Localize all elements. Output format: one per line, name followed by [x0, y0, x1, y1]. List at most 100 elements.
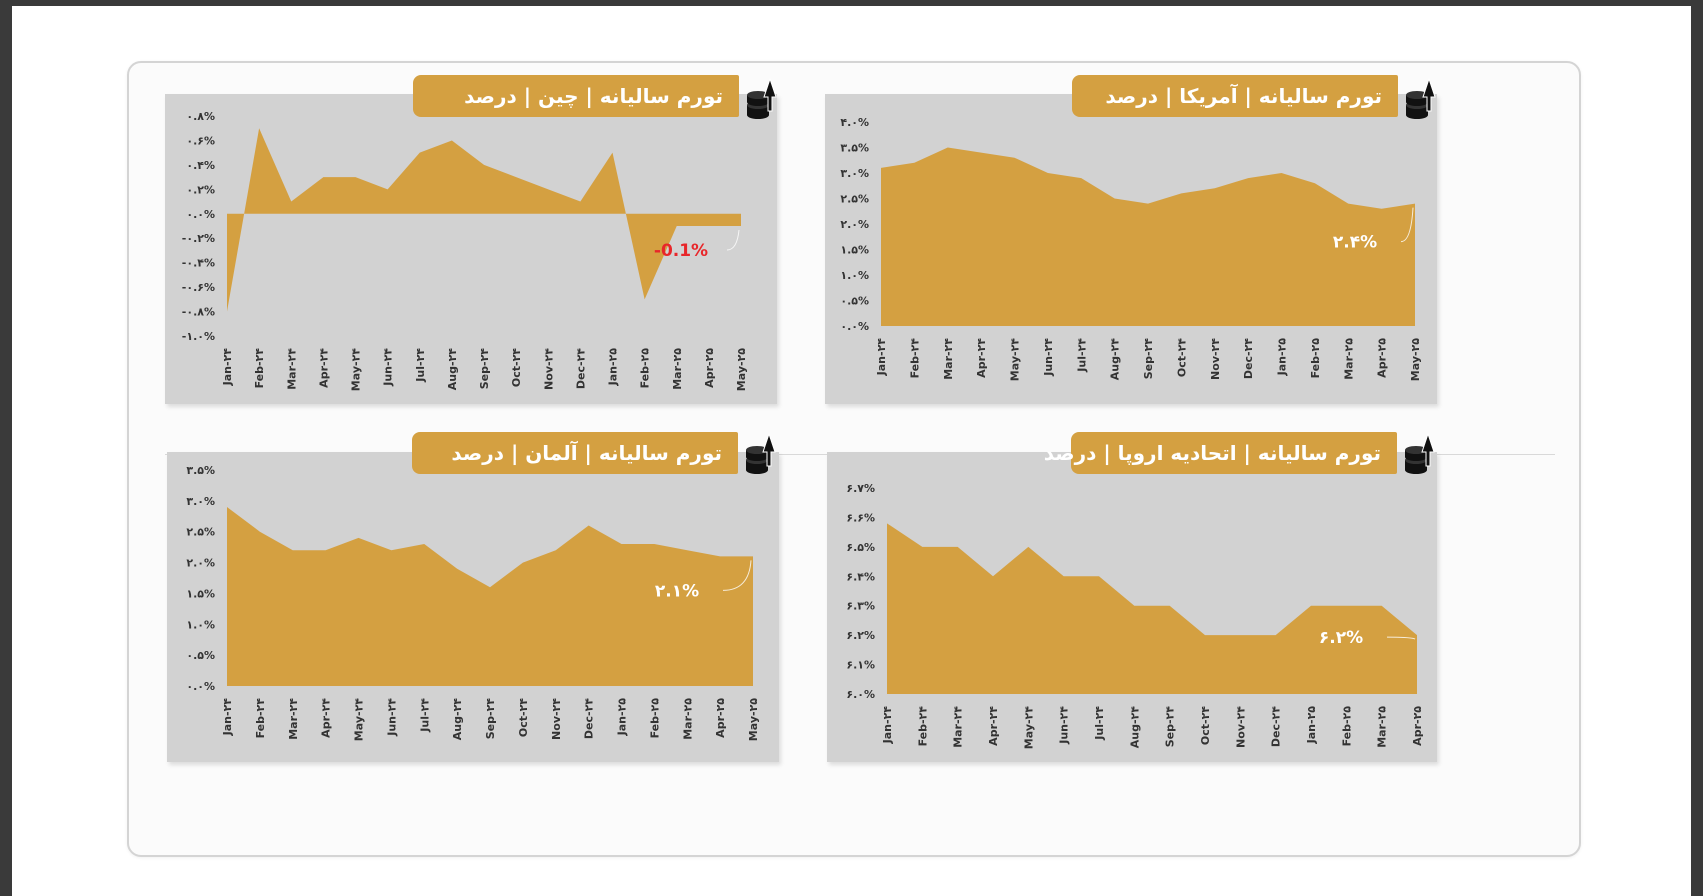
- last-value-label: -0.1%: [654, 241, 708, 261]
- x-tick-label: May-۲۴: [350, 348, 363, 391]
- y-tick-label: -۰.۲%: [182, 232, 215, 245]
- y-tick-label: ۳.۵%: [186, 464, 215, 477]
- y-tick-label: ۱.۵%: [840, 244, 869, 257]
- x-tick-label: May-۲۴: [1022, 706, 1035, 749]
- x-tick-label: Sep-۲۴: [484, 698, 497, 740]
- y-tick-label: ۰.۲%: [186, 183, 215, 196]
- x-tick-label: Mar-۲۴: [285, 348, 298, 390]
- x-tick-label: Feb-۲۵: [639, 348, 652, 389]
- x-tick-label: Jan-۲۵: [607, 348, 620, 387]
- coin-stack-arrow-icon: [746, 432, 776, 474]
- series-area: [227, 128, 741, 312]
- y-tick-label: ۰.۰%: [186, 208, 215, 221]
- chart-title: تورم سالیانه | چین | درصد: [413, 75, 739, 117]
- chart-title: تورم سالیانه | آلمان | درصد: [412, 432, 738, 474]
- y-tick-label: -۰.۴%: [182, 257, 215, 270]
- x-tick-label: Jan-۲۴: [881, 706, 894, 745]
- y-tick-label: ۳.۰%: [186, 495, 215, 508]
- y-tick-label: ۱.۰%: [186, 618, 215, 631]
- x-tick-label: Mar-۲۵: [1342, 338, 1355, 380]
- x-tick-label: Dec-۲۴: [583, 698, 596, 739]
- x-tick-label: Feb-۲۵: [1309, 338, 1322, 379]
- series-area: [887, 523, 1417, 694]
- y-tick-label: ۲.۵%: [186, 526, 215, 539]
- last-value-label: ۶.۲%: [1319, 628, 1363, 648]
- x-tick-label: Apr-۲۴: [975, 338, 988, 378]
- x-tick-label: Jan-۲۴: [221, 348, 234, 387]
- y-tick-label: ۲.۵%: [840, 193, 869, 206]
- callout-leader-line: [1400, 207, 1414, 243]
- x-tick-label: Oct-۲۴: [510, 348, 523, 387]
- y-tick-label: ۳.۰%: [840, 167, 869, 180]
- y-tick-label: ۲.۰%: [840, 218, 869, 231]
- x-tick-label: Nov-۲۴: [1234, 706, 1247, 748]
- last-value-label: ۲.۴%: [1333, 233, 1377, 253]
- y-tick-label: ۶.۳%: [846, 600, 875, 613]
- x-tick-label: Mar-۲۴: [287, 698, 300, 740]
- x-tick-label: Apr-۲۵: [1411, 706, 1424, 746]
- x-tick-label: May-۲۵: [735, 348, 748, 391]
- x-tick-label: Nov-۲۴: [1209, 338, 1222, 380]
- x-tick-label: Mar-۲۴: [942, 338, 955, 380]
- x-tick-label: Aug-۲۴: [446, 348, 459, 390]
- x-tick-label: Dec-۲۴: [1270, 706, 1283, 747]
- x-tick-label: Jan-۲۵: [1305, 706, 1318, 745]
- x-tick-label: Apr-۲۴: [317, 348, 330, 388]
- x-tick-label: Jun-۲۴: [385, 698, 398, 737]
- y-tick-label: ۴.۰%: [840, 116, 869, 129]
- x-tick-label: Feb-۲۴: [908, 338, 921, 379]
- callout-leader-line: [722, 560, 752, 591]
- y-tick-label: ۰.۶%: [186, 134, 215, 147]
- chart-title: تورم سالیانه | اتحادیه اروپا | درصد: [1044, 432, 1397, 474]
- x-tick-label: Feb-۲۴: [254, 698, 267, 739]
- x-tick-label: Jul-۲۴: [414, 348, 427, 383]
- x-tick-label: Nov-۲۴: [542, 348, 555, 390]
- germany-area-chart: ۳.۵% ۳.۰% ۲.۵% ۲.۰% ۱.۵% ۱.۰% ۰.۵% ۰.۰% Jan-۲۴ Fe…: [186, 464, 760, 741]
- x-tick-label: Feb-۲۵: [648, 698, 661, 739]
- x-tick-label: Dec-۲۴: [1242, 338, 1255, 379]
- y-tick-label: ۳.۵%: [840, 142, 869, 155]
- x-tick-label: Feb-۲۵: [1340, 706, 1353, 747]
- x-tick-label: Jan-۲۵: [1276, 338, 1289, 377]
- x-tick-label: Mar-۲۴: [952, 706, 965, 748]
- page: تورم سالیانه | چین | درصد ۰.۸% ۰.۶% ۰.۴% ۰.…: [12, 6, 1691, 896]
- x-tick-label: Aug-۲۴: [1128, 706, 1141, 748]
- y-tick-label: ۱.۰%: [840, 269, 869, 282]
- x-tick-label: Aug-۲۴: [451, 698, 464, 740]
- callout-leader-line: [726, 229, 740, 251]
- series-area: [881, 147, 1415, 326]
- x-tick-label: Apr-۲۵: [703, 348, 716, 388]
- coin-stack-arrow-icon: [1405, 432, 1435, 474]
- x-tick-label: Oct-۲۴: [1175, 338, 1188, 377]
- y-tick-label: ۶.۷%: [846, 482, 875, 495]
- callout-leader-line: [1386, 636, 1416, 640]
- x-tick-label: Jun-۲۴: [1058, 706, 1071, 745]
- coin-stack-arrow-icon: [747, 77, 777, 119]
- x-tick-label: Jan-۲۴: [875, 338, 888, 377]
- x-tick-label: Nov-۲۴: [550, 698, 563, 740]
- series-area: [227, 507, 753, 686]
- x-tick-label: Feb-۲۴: [916, 706, 929, 747]
- chart-title: تورم سالیانه | آمریکا | درصد: [1072, 75, 1398, 117]
- x-tick-label: Apr-۲۴: [987, 706, 1000, 746]
- y-tick-label: ۰.۰%: [840, 320, 869, 333]
- usa-area-chart: ۴.۰% ۳.۵% ۳.۰% ۲.۵% ۲.۰% ۱.۵% ۱.۰% ۰.۵% ۰.۰% Jan-…: [840, 116, 1422, 381]
- y-tick-label: ۰.۵%: [840, 295, 869, 308]
- y-tick-label: ۰.۴%: [186, 159, 215, 172]
- x-tick-label: Mar-۲۵: [1376, 706, 1389, 748]
- last-value-label: ۲.۱%: [655, 581, 699, 601]
- y-tick-label: ۶.۰%: [846, 688, 875, 701]
- x-tick-label: Jul-۲۴: [1093, 706, 1106, 741]
- chart-background: [165, 94, 777, 404]
- x-tick-label: Mar-۲۵: [681, 698, 694, 740]
- y-tick-label: ۲.۰%: [186, 557, 215, 570]
- x-tick-label: Feb-۲۴: [253, 348, 266, 389]
- y-tick-label: ۶.۱%: [846, 659, 875, 672]
- y-tick-label: ۶.۴%: [846, 570, 875, 583]
- y-tick-label: ۶.۶%: [846, 511, 875, 524]
- x-tick-label: Sep-۲۴: [1164, 706, 1177, 748]
- x-tick-label: Apr-۲۵: [714, 698, 727, 738]
- y-tick-label: ۰.۰%: [186, 680, 215, 693]
- y-tick-label: ۱.۵%: [186, 587, 215, 600]
- x-tick-label: Jul-۲۴: [418, 698, 431, 733]
